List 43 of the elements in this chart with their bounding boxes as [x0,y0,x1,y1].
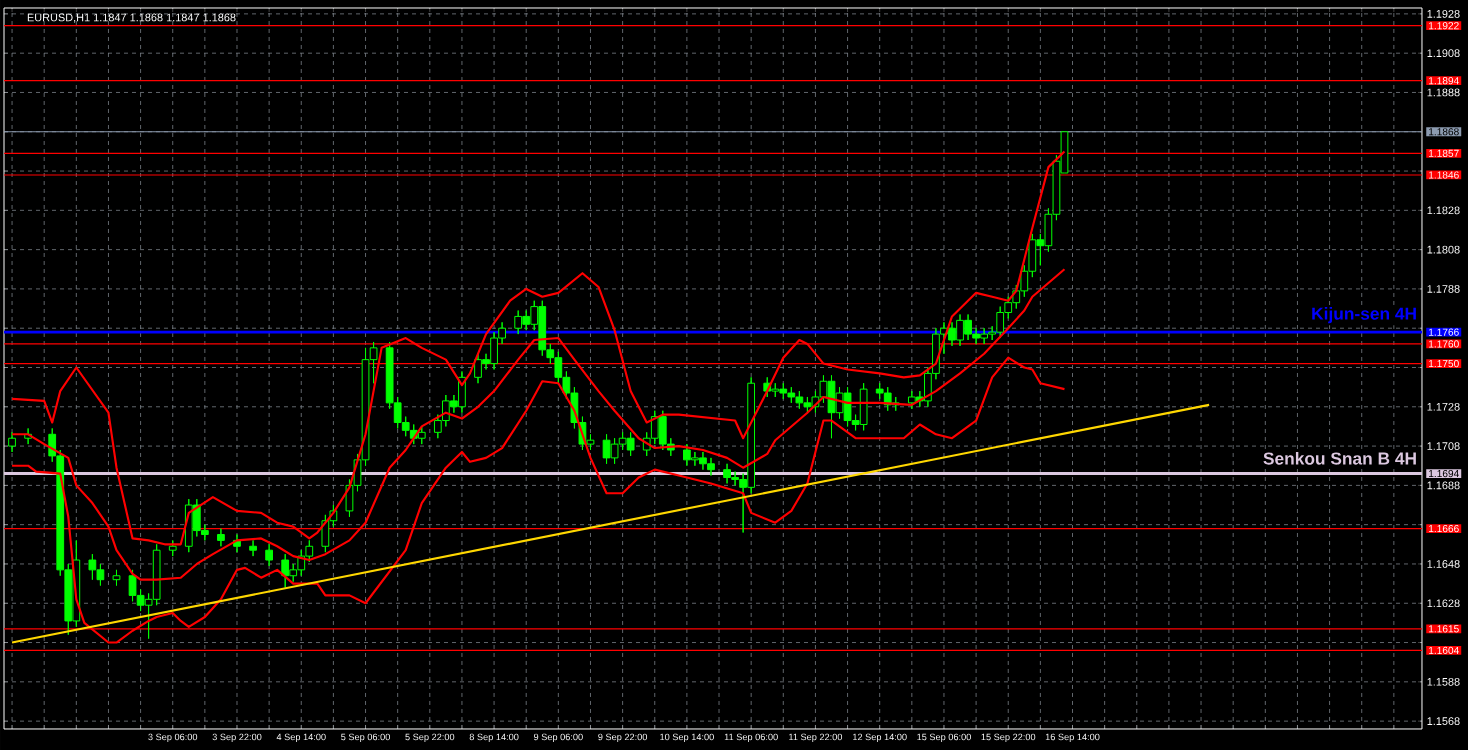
y-tick-label: 1.1588 [1427,677,1460,686]
ref-line-label: 1.1604 [1429,646,1459,654]
x-tick-label: 11 Sep 06:00 [724,733,778,743]
y-tick-label: 1.1828 [1427,206,1460,215]
y-tick-label: 1.1688 [1427,481,1460,490]
x-tick-label: 5 Sep 06:00 [341,733,390,743]
y-tick-label: 1.1648 [1427,560,1460,568]
x-tick-label: 8 Sep 14:00 [469,733,519,743]
x-tick-label: 15 Sep 06:00 [917,733,971,743]
ref-line-label: 1.1857 [1429,149,1459,157]
x-tick-label: 15 Sep 22:00 [981,733,1036,743]
y-tick-label: 1.1568 [1427,717,1460,725]
ref-line-label: 1.1868 [1429,128,1459,136]
x-tick-label: 9 Sep 06:00 [533,733,583,743]
ref-line-label: 1.1846 [1429,171,1459,179]
y-tick-label: 1.1888 [1427,88,1460,97]
x-tick-label: 12 Sep 14:00 [853,733,907,743]
y-tick-label: 1.1808 [1427,245,1460,254]
y-tick-label: 1.1628 [1427,599,1460,608]
y-tick-label: 1.1908 [1427,49,1460,58]
x-tick-label: 16 Sep 14:00 [1045,733,1100,743]
annotation: Kijun-sen 4H [1312,307,1416,324]
ref-line-label: 1.1666 [1429,525,1459,533]
y-tick-label: 1.1728 [1427,402,1460,411]
x-tick-label: 4 Sep 14:00 [276,733,326,743]
ref-line-label: 1.1750 [1429,359,1459,368]
ref-line-label: 1.1615 [1429,625,1459,633]
y-tick-label: 1.1788 [1427,285,1460,293]
ref-line-label: 1.1760 [1429,340,1459,348]
y-tick-label: 1.1928 [1427,10,1460,18]
annotation: Senkou Snan B 4H [1263,451,1416,465]
ref-line-label: 1.1694 [1429,469,1459,478]
ref-line-label: 1.1922 [1429,22,1459,30]
ref-line-label: 1.1894 [1429,77,1459,85]
x-tick-label: 11 Sep 22:00 [789,733,843,743]
ref-line-label: 1.1766 [1429,328,1459,336]
chart-title: EURUSD,H1 1.1847 1.1868 1.1847 1.1868 [27,13,236,23]
x-tick-label: 10 Sep 14:00 [660,733,714,743]
x-tick-label: 3 Sep 22:00 [212,733,262,743]
x-tick-label: 9 Sep 22:00 [598,733,648,743]
x-tick-label: 3 Sep 06:00 [148,733,198,743]
x-tick-label: 5 Sep 22:00 [405,733,455,743]
y-tick-label: 1.1708 [1427,442,1460,450]
